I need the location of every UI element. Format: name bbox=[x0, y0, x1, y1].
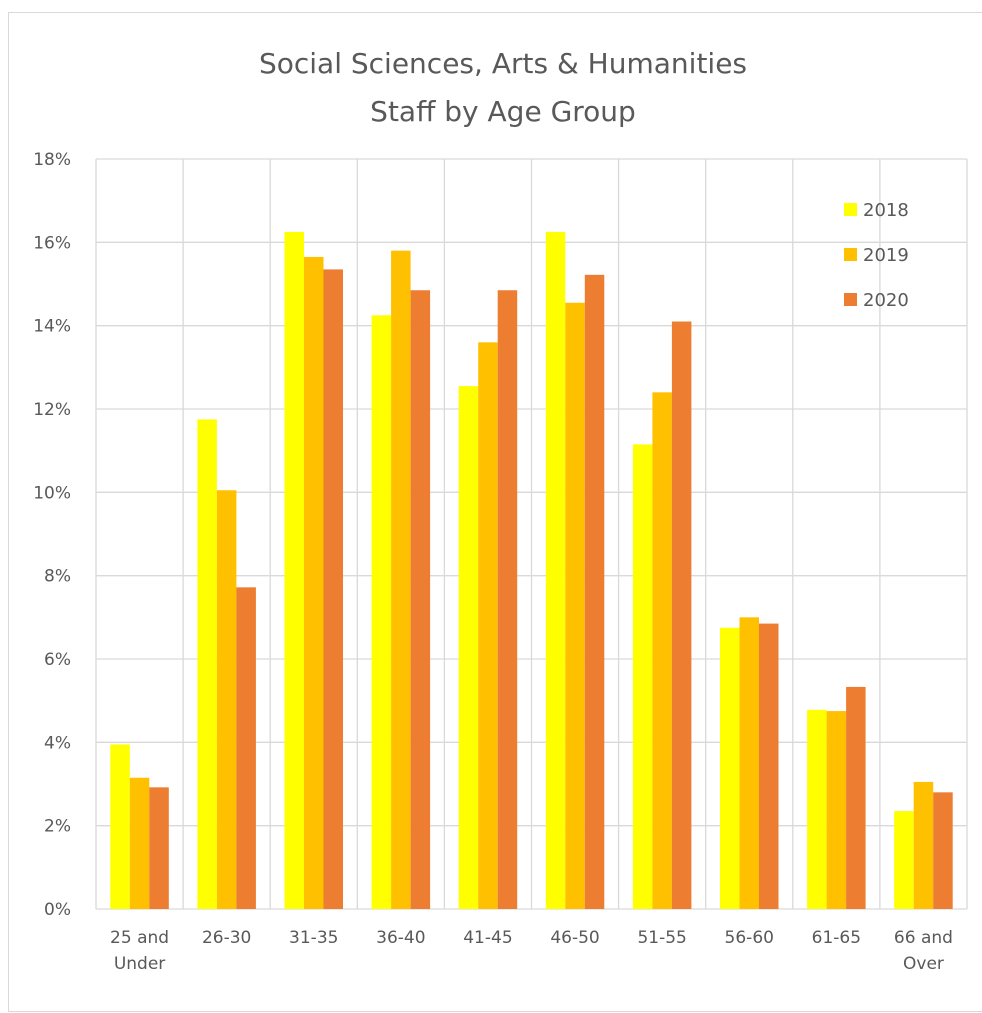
bar-2019 bbox=[913, 781, 934, 909]
y-tick-label: 16% bbox=[33, 233, 71, 253]
bar-2019 bbox=[304, 256, 324, 909]
legend-swatch-2018 bbox=[844, 203, 857, 216]
chart-frame: Social Sciences, Arts & Humanities Staff… bbox=[8, 12, 982, 1012]
bar-2018 bbox=[807, 709, 827, 909]
bar-2018 bbox=[197, 419, 217, 909]
y-tick-label: 4% bbox=[44, 733, 71, 753]
bar-2019 bbox=[565, 302, 585, 909]
chart-title: Social Sciences, Arts & Humanities bbox=[259, 47, 747, 80]
bar-2019 bbox=[129, 777, 150, 909]
bar-2018 bbox=[720, 627, 740, 909]
legend: 2018 2019 2020 bbox=[844, 200, 909, 311]
x-tick-label: 61-65 bbox=[812, 928, 861, 948]
legend-swatch-2020 bbox=[844, 293, 857, 306]
bar-2020 bbox=[497, 290, 518, 909]
bar-2018 bbox=[458, 386, 479, 909]
bar-2018 bbox=[632, 444, 653, 909]
bar-2019 bbox=[478, 342, 498, 909]
bar-2020 bbox=[323, 269, 343, 910]
legend-label-2019: 2019 bbox=[863, 245, 909, 266]
bars bbox=[110, 231, 953, 910]
bar-2019 bbox=[652, 392, 672, 909]
bar-2019 bbox=[739, 617, 759, 909]
y-tick-label: 0% bbox=[44, 900, 71, 920]
x-tick-label: 31-35 bbox=[289, 928, 338, 948]
x-tick-label: 56-60 bbox=[725, 928, 774, 948]
legend-label-2020: 2020 bbox=[863, 290, 909, 311]
y-tick-label: 8% bbox=[44, 567, 71, 587]
bar-2019 bbox=[391, 250, 411, 909]
bar-chart: Social Sciences, Arts & Humanities Staff… bbox=[33, 47, 968, 974]
bar-2018 bbox=[371, 315, 392, 909]
bar-2020 bbox=[671, 321, 692, 909]
bar-2019 bbox=[216, 490, 237, 909]
x-tick-label: 66 and bbox=[894, 928, 953, 948]
bar-2020 bbox=[759, 623, 779, 909]
bar-2020 bbox=[236, 587, 256, 909]
x-tick-label: 41-45 bbox=[463, 928, 512, 948]
x-tick-label: 51-55 bbox=[637, 928, 686, 948]
bar-2020 bbox=[149, 787, 169, 909]
x-tick-label: 26-30 bbox=[202, 928, 251, 948]
y-tick-label: 10% bbox=[33, 483, 71, 503]
x-axis-ticks: 25 and Under 26-30 31-35 36-40 41-45 46-50 51-5… bbox=[110, 928, 953, 974]
y-tick-label: 18% bbox=[33, 150, 71, 170]
bar-2018 bbox=[894, 811, 914, 909]
y-tick-label: 2% bbox=[44, 817, 71, 837]
x-tick-label: 25 and bbox=[110, 928, 169, 948]
bar-2020 bbox=[933, 792, 953, 909]
y-tick-label: 12% bbox=[33, 400, 71, 420]
bar-2020 bbox=[846, 686, 866, 909]
gridlines bbox=[95, 158, 968, 910]
x-tick-label: 46-50 bbox=[550, 928, 599, 948]
legend-label-2018: 2018 bbox=[863, 200, 909, 221]
bar-2019 bbox=[826, 711, 847, 909]
bar-2018 bbox=[545, 231, 566, 909]
y-tick-label: 14% bbox=[33, 317, 71, 337]
x-tick-label: 36-40 bbox=[376, 928, 425, 948]
x-tick-label: Under bbox=[114, 954, 165, 974]
y-axis-ticks: 0% 2% 4% 6% 8% 10% 12% 14% 16% 18% bbox=[33, 150, 71, 920]
bar-2018 bbox=[284, 231, 304, 909]
bar-2018 bbox=[110, 744, 130, 909]
bar-2020 bbox=[410, 290, 431, 909]
y-tick-label: 6% bbox=[44, 650, 71, 670]
bar-2020 bbox=[584, 274, 605, 909]
legend-swatch-2019 bbox=[844, 248, 857, 261]
x-tick-label: Over bbox=[903, 954, 944, 974]
chart-subtitle: Staff by Age Group bbox=[370, 95, 636, 128]
